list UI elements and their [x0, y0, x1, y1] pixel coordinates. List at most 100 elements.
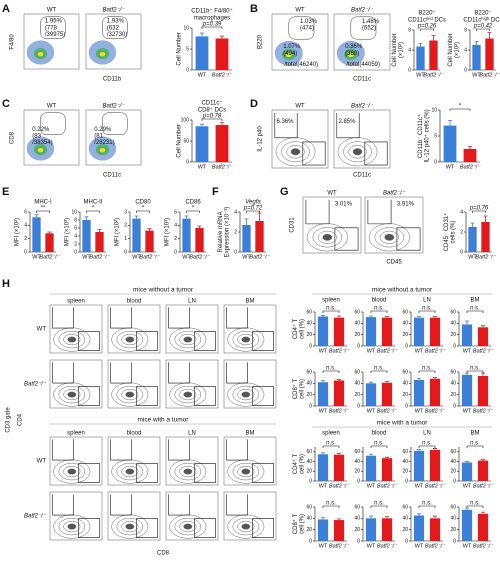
error-bar — [483, 215, 488, 222]
y-tick-label: 0 — [405, 538, 408, 544]
sig-bracket — [36, 210, 50, 213]
y-axis-label: Cell Number — [448, 33, 454, 66]
contour — [232, 385, 260, 404]
flow-y-axis: CD4 — [18, 413, 24, 426]
y-axis-label: IL-12 p40⁺ cells (%) — [424, 109, 431, 162]
chart-title: CD8⁺ DCs — [198, 107, 227, 114]
error-bar — [417, 377, 421, 380]
x-tick-label: Batf2⁻/⁻ — [479, 72, 500, 78]
y-tick-label: 60 — [354, 449, 360, 455]
y-tick-label: 5 — [434, 133, 437, 139]
significance: n.s. — [422, 366, 432, 372]
sig-bracket — [418, 505, 436, 508]
contour — [179, 333, 197, 346]
significance: p=0.42 — [473, 24, 493, 30]
contour — [116, 330, 144, 349]
bar — [333, 454, 345, 481]
contour — [232, 517, 260, 536]
sig-bracket — [322, 310, 340, 313]
contour — [286, 145, 305, 159]
x-tick-label: Batf2⁻/⁻ — [89, 254, 110, 260]
column-title: BM — [246, 299, 255, 305]
flow-y-axis: B220 — [258, 34, 264, 49]
gate — [40, 16, 66, 39]
error-bar — [220, 122, 224, 126]
x-tick-label: Batf2⁻/⁻ — [329, 348, 350, 354]
x-tick-label: WT — [82, 254, 91, 260]
sig-bracket — [370, 505, 388, 508]
x-tick-label: WT — [468, 254, 477, 260]
x-tick-label: WT — [32, 254, 41, 260]
bar — [317, 316, 329, 346]
group-title: mice with a tumor — [377, 420, 429, 427]
sig-bracket — [246, 210, 260, 213]
y-tick-label: 100 — [181, 117, 190, 123]
significance: p=0.26 — [417, 24, 437, 30]
column-title: LN — [423, 298, 431, 304]
error-bar — [369, 453, 373, 456]
y-axis-label: Relative mRNA — [218, 211, 224, 252]
chart-title: CD11cᵐⁱᵈ DCs — [408, 16, 446, 24]
error-bar — [431, 35, 436, 41]
y-tick-label: 0 — [357, 403, 360, 409]
error-bar — [465, 507, 469, 510]
gate-label: /total(44059) — [346, 62, 380, 68]
y-axis-label: MFI (×10³) — [165, 218, 171, 246]
flow-plot — [302, 196, 362, 254]
error-bar — [433, 377, 437, 379]
x-tick-label: WT — [242, 254, 251, 260]
sig-bracket — [476, 28, 490, 31]
flow-plot — [364, 196, 424, 254]
error-bar — [369, 515, 373, 519]
significance: n.s. — [374, 306, 384, 312]
bar — [145, 230, 154, 252]
gate — [168, 494, 216, 538]
column-title: spleen — [322, 431, 340, 437]
y-tick-label: 0 — [464, 67, 467, 73]
y-tick-label: 0 — [186, 159, 189, 165]
contour — [174, 517, 202, 536]
x-tick-label: WT — [472, 72, 481, 78]
contour — [379, 230, 399, 244]
y-tick-label: 2 — [234, 229, 237, 235]
bar — [195, 36, 209, 70]
flow-x-axis: CD11c — [103, 173, 121, 179]
chart-title: B220⁺ — [418, 10, 435, 17]
error-bar — [465, 372, 469, 375]
bar — [463, 149, 477, 162]
column-title: spleen — [67, 431, 85, 437]
bar — [195, 228, 204, 252]
significance: n.s. — [374, 441, 384, 447]
bar — [461, 374, 473, 406]
y-tick-label: 60 — [402, 309, 408, 315]
column-title: BM — [246, 431, 255, 437]
gate-label: 6.36% — [276, 119, 294, 125]
contour — [58, 385, 86, 404]
bar — [413, 317, 425, 346]
contour — [116, 462, 144, 481]
sig-bracket — [370, 370, 388, 373]
contour — [384, 233, 395, 241]
y-tick-label: 1 — [124, 236, 127, 242]
y-tick-label: 5 — [186, 46, 189, 52]
flow-plot — [165, 359, 219, 409]
contour — [183, 336, 193, 343]
gate-label: 1.93% — [107, 19, 125, 25]
gate-label: 1.07% — [283, 44, 301, 50]
gate-label: (83 — [32, 133, 41, 139]
contour — [116, 517, 144, 536]
column-title: LN — [423, 431, 431, 437]
x-tick-label: WT — [415, 348, 424, 354]
y-tick-label: 8 — [464, 27, 467, 33]
y-tick-label: 40 — [402, 381, 408, 387]
flow-title: Batf2⁻/⁻ — [383, 191, 406, 197]
sig-bracket — [420, 28, 434, 31]
bar — [429, 378, 441, 406]
error-bar — [385, 456, 389, 459]
error-bar — [321, 452, 325, 455]
flow-title: WT — [327, 191, 337, 197]
row-label: Batf2⁻/⁻ — [24, 382, 47, 388]
gate-label: (474) — [300, 26, 314, 32]
error-bar — [465, 461, 469, 463]
significance: p=0.39 — [202, 22, 222, 28]
